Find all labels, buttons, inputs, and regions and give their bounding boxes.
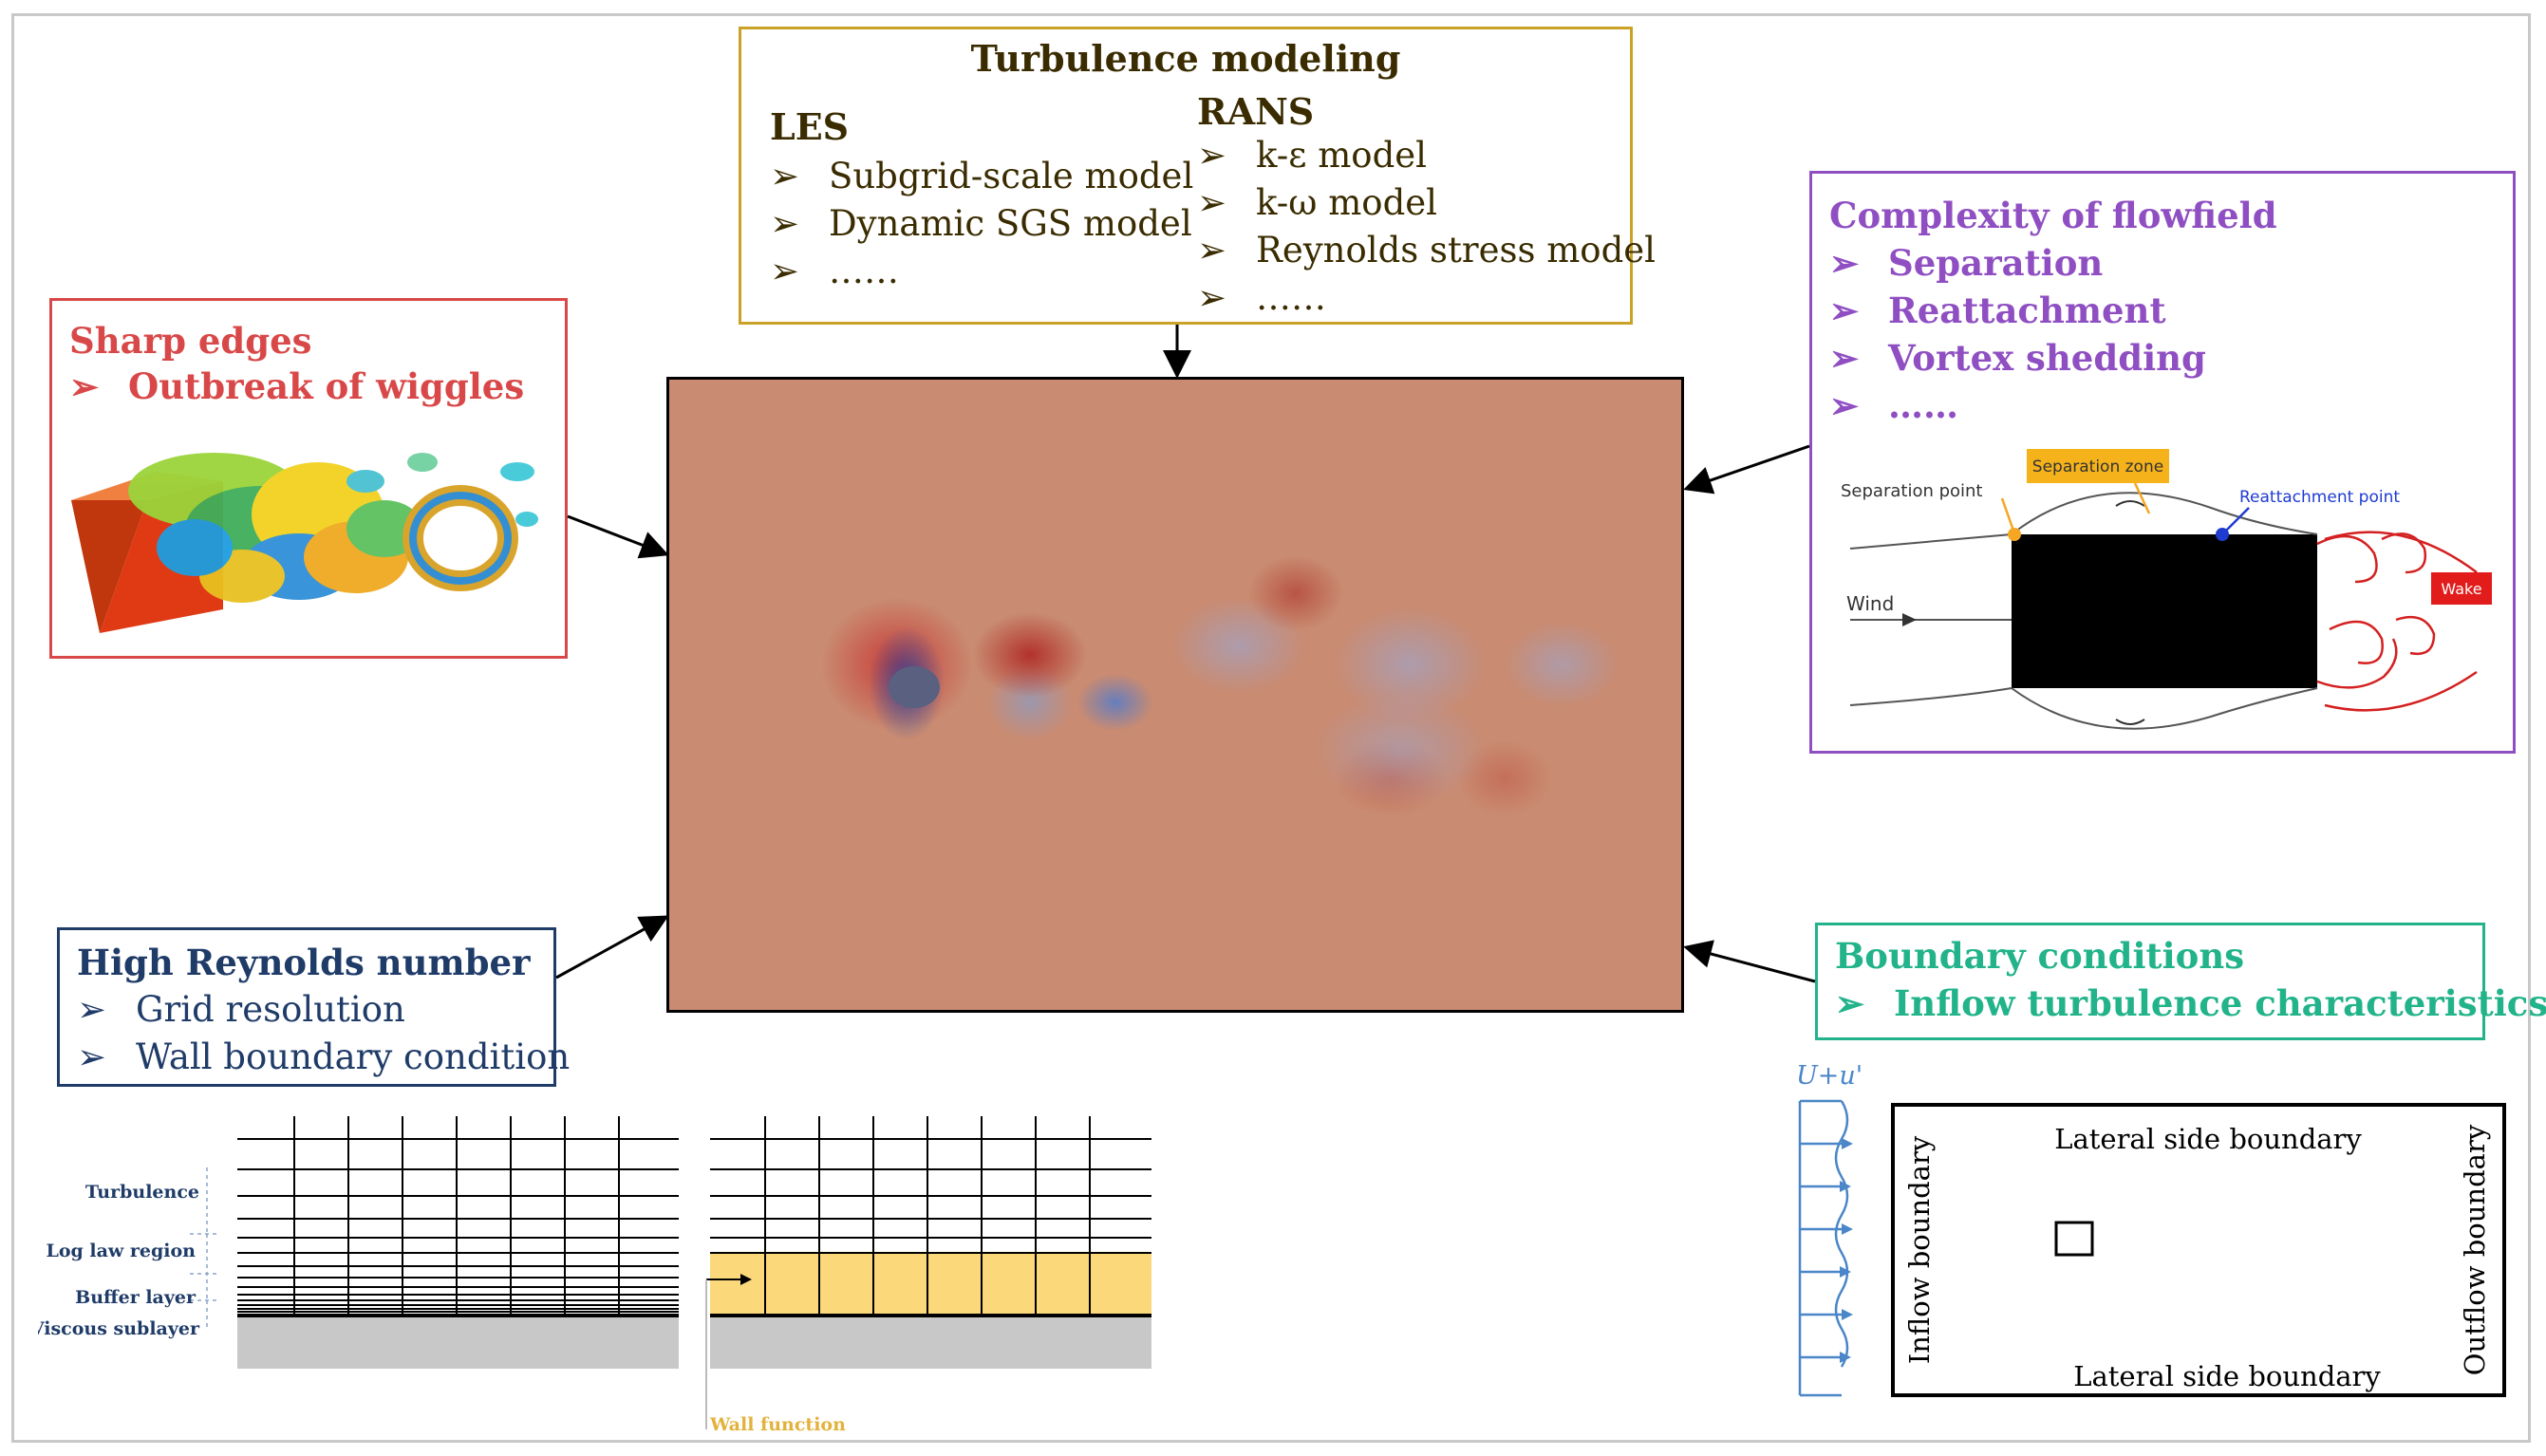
arrow-reynolds (555, 915, 669, 980)
arrow-bullet-icon: ➢ (77, 989, 107, 1030)
reattachment-point-marker (2216, 528, 2229, 541)
wake-label: Wake (2441, 580, 2481, 598)
arrow-bullet-icon: ➢ (1197, 182, 1227, 223)
les-column: LES ➢ Subgrid-scale model ➢ Dynamic SGS mo… (770, 105, 1193, 298)
viscous-sublayer-label: Viscous sublayer (38, 1318, 200, 1339)
high-reynolds-item: ➢ Wall boundary condition (77, 1036, 571, 1077)
rans-item: ➢ k-ε model (1197, 135, 1427, 176)
boundary-conditions-title: Boundary conditions (1835, 935, 2245, 977)
complexity-item: ➢…… (1829, 384, 1958, 426)
wall-function-label: Wall function (709, 1414, 846, 1435)
sharp-edges-box: Sharp edges ➢ Outbreak of wiggles (49, 298, 568, 659)
fine-grid (237, 1116, 679, 1314)
wake-badge (2431, 572, 2492, 605)
wake-vortices (2316, 531, 2478, 712)
turbulence-layer-label: Turbulence (85, 1182, 199, 1203)
les-item: ➢ Dynamic SGS model (770, 203, 1192, 244)
bluff-body (2012, 534, 2317, 688)
complexity-item: ➢ Separation (1829, 242, 2104, 284)
les-item: ➢ Subgrid-scale model (770, 156, 1194, 196)
separation-zone-label: Separation zone (2032, 457, 2163, 476)
figure-frame (11, 13, 2531, 1443)
arrow-bullet-icon: ➢ (1829, 337, 1860, 379)
separation-point-label: Separation point (1841, 481, 1983, 501)
arrow-bullet-icon: ➢ (1197, 230, 1227, 271)
arrow-bullet-icon: ➢ (1829, 289, 1860, 331)
turbulence-modeling-box: Turbulence modeling LES ➢ Subgrid-scale m… (739, 27, 1656, 325)
separation-sketch: Separation point Separation zone Reattac… (1841, 449, 2492, 730)
wall-surface-left (237, 1317, 679, 1369)
rans-item: ➢ Reynolds stress model (1197, 230, 1656, 271)
sharp-edges-item: ➢ Outbreak of wiggles (69, 365, 525, 407)
lateral-top-label: Lateral side boundary (2054, 1123, 2362, 1155)
wall-surface-right (710, 1317, 1151, 1369)
rans-item: ➢ k-ω model (1197, 182, 1437, 223)
arrow-boundary (1683, 940, 1816, 983)
separation-zone-badge (2027, 449, 2169, 483)
arrow-bullet-icon: ➢ (69, 365, 100, 407)
high-reynolds-item-list: ➢ Grid resolution ➢ Wall boundary conditio… (77, 989, 570, 1084)
coarse-grid (710, 1116, 1151, 1314)
wall-function-cell (710, 1253, 1151, 1314)
boundary-conditions-item: ➢ Inflow turbulence characteristics (1835, 982, 2546, 1024)
domain-boundary (1891, 1103, 2506, 1397)
inflow-velocity-label: U+u' (1796, 1061, 1863, 1091)
arrow-sharp-edges (567, 514, 669, 559)
rans-heading: RANS (1197, 90, 1315, 133)
flow-field-panel (666, 377, 1684, 1013)
building-model (2054, 1221, 2094, 1257)
sharp-edges-title: Sharp edges (69, 320, 312, 362)
inflow-profile (1798, 1099, 1849, 1397)
arrow-bullet-icon: ➢ (1829, 384, 1860, 426)
near-wall-grid-diagram: Turbulence Log law region Buffer layer V… (38, 1116, 1151, 1435)
complexity-item-list: ➢ Separation ➢ Reattachment ➢ Vortex sheddi… (1829, 242, 2206, 432)
rans-column: RANS ➢ k-ε model ➢ k-ω model ➢ Reynolds str… (1197, 90, 1656, 325)
lateral-bottom-label: Lateral side boundary (2073, 1360, 2381, 1392)
arrow-complexity (1683, 444, 1810, 495)
arrow-bullet-icon: ➢ (1835, 982, 1865, 1024)
computational-domain-diagram: U+u' Lateral side boundary Lateral side … (1796, 1061, 2506, 1397)
arrow-bullet-icon: ➢ (1197, 135, 1227, 176)
arrow-bullet-icon: ➢ (77, 1036, 107, 1077)
arrow-bullet-icon: ➢ (770, 251, 800, 291)
outflow-boundary-label: Outflow boundary (2459, 1124, 2491, 1375)
wind-label: Wind (1846, 592, 1894, 615)
bluff-body-cylinder (889, 666, 940, 708)
high-reynolds-box: High Reynolds number ➢ Grid resolution ➢ W… (57, 927, 570, 1087)
boundary-conditions-box: Boundary conditions ➢ Inflow turbulence c… (1815, 923, 2546, 1040)
arrow-bullet-icon: ➢ (1197, 277, 1227, 318)
arrow-bullet-icon: ➢ (770, 203, 800, 244)
complexity-flowfield-title: Complexity of flowfield (1829, 195, 2277, 236)
log-law-region-label: Log law region (46, 1241, 196, 1261)
separation-point-marker (2008, 528, 2021, 541)
turbulence-modeling-title: Turbulence modeling (970, 37, 1401, 80)
les-heading: LES (770, 105, 850, 148)
high-reynolds-item: ➢ Grid resolution (77, 989, 405, 1030)
arrow-bullet-icon: ➢ (1829, 242, 1860, 284)
vortex-iso-surface-image (71, 453, 538, 633)
buffer-layer-label: Buffer layer (75, 1287, 197, 1308)
high-reynolds-title: High Reynolds number (77, 942, 531, 983)
rans-item: ➢…… (1197, 277, 1326, 318)
inflow-boundary-label: Inflow boundary (1903, 1135, 1936, 1364)
arrow-bullet-icon: ➢ (770, 156, 800, 196)
les-item: ➢…… (770, 251, 899, 291)
complexity-flowfield-box: Complexity of flowfield ➢ Separation ➢ Rea… (1809, 171, 2516, 754)
complexity-item: ➢ Vortex shedding (1829, 337, 2206, 379)
complexity-item: ➢ Reattachment (1829, 289, 2166, 331)
reattachment-point-label: Reattachment point (2239, 488, 2400, 507)
